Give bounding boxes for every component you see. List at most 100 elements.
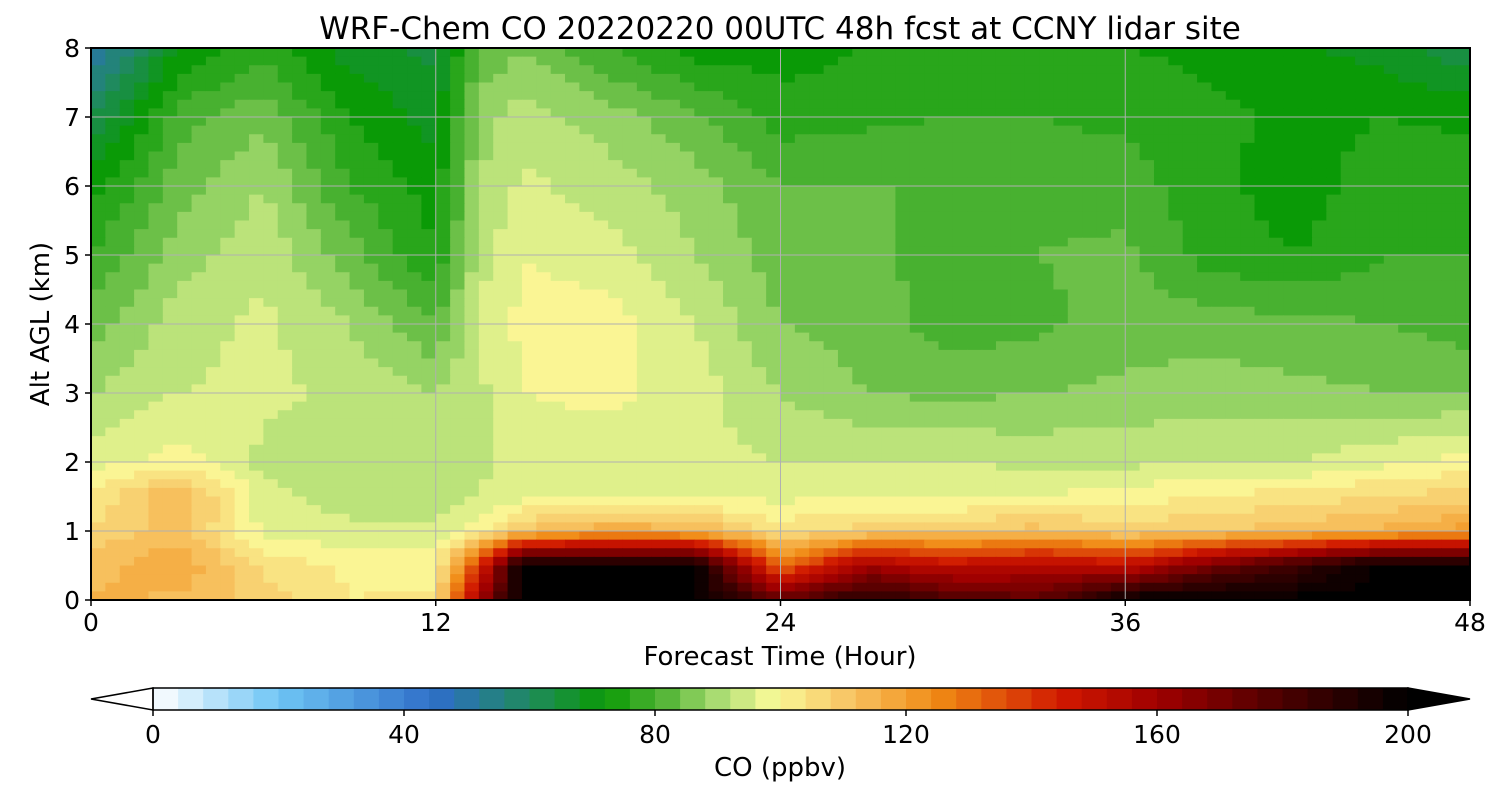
heat-cell xyxy=(823,479,839,489)
heat-cell xyxy=(1369,151,1385,161)
heat-cell xyxy=(622,315,638,325)
heat-cell xyxy=(981,349,997,360)
heat-cell xyxy=(995,56,1011,66)
heat-cell xyxy=(837,99,853,109)
heat-cell xyxy=(852,332,868,342)
heat-cell xyxy=(967,410,983,420)
heat-cell xyxy=(134,384,150,394)
heat-cell xyxy=(823,246,839,256)
heat-cell xyxy=(1225,117,1241,127)
heat-cell xyxy=(1426,65,1442,75)
heat-cell xyxy=(1412,125,1428,135)
heat-cell xyxy=(493,99,509,109)
heat-cell xyxy=(1139,375,1155,385)
heat-cell xyxy=(464,108,480,118)
heat-cell xyxy=(450,479,466,489)
heat-cell xyxy=(565,168,580,178)
heat-cell xyxy=(1268,142,1284,153)
heat-cell xyxy=(550,246,566,256)
heat-cell xyxy=(249,479,264,489)
heat-cell xyxy=(234,186,250,196)
heat-cell xyxy=(507,108,523,118)
heat-cell xyxy=(378,65,394,75)
heat-cell xyxy=(1125,280,1141,291)
heat-cell xyxy=(464,349,480,360)
heat-cell xyxy=(794,487,810,498)
heat-cell xyxy=(967,151,983,161)
heat-cell xyxy=(148,332,164,342)
heat-cell xyxy=(895,272,911,282)
heat-cell xyxy=(162,324,178,334)
heat-cell xyxy=(292,487,308,498)
heat-cell xyxy=(450,470,466,480)
heat-cell xyxy=(1441,436,1457,446)
heat-cell xyxy=(837,125,853,135)
heat-cell xyxy=(1340,349,1356,360)
heat-cell xyxy=(1182,203,1198,213)
heat-cell xyxy=(277,272,293,282)
heat-cell xyxy=(1355,358,1371,368)
heat-cell xyxy=(608,91,624,101)
heat-cell xyxy=(177,410,193,420)
heat-cell xyxy=(909,427,925,437)
heat-cell xyxy=(119,324,135,334)
heat-cell xyxy=(1355,82,1371,92)
heat-cell xyxy=(521,117,537,127)
heat-cell xyxy=(1383,177,1399,187)
heat-cell xyxy=(565,280,580,291)
heat-cell xyxy=(335,375,351,385)
heat-cell xyxy=(234,410,250,420)
heat-cell xyxy=(1182,367,1198,377)
heat-cell xyxy=(938,401,954,411)
heat-cell xyxy=(967,479,983,489)
heat-cell xyxy=(292,117,308,127)
heat-cell xyxy=(794,211,810,222)
heat-cell xyxy=(1340,358,1356,368)
heat-cell xyxy=(1225,384,1241,394)
heat-cell xyxy=(737,125,753,135)
heat-cell xyxy=(837,186,853,196)
heat-cell xyxy=(723,349,738,360)
heat-cell xyxy=(780,108,796,118)
heat-cell xyxy=(450,341,466,351)
heat-cell xyxy=(852,341,868,351)
heat-cell xyxy=(162,436,178,446)
heat-cell xyxy=(1024,280,1040,291)
heat-cell xyxy=(794,125,810,135)
heat-cell xyxy=(450,462,466,472)
heat-cell xyxy=(1168,134,1184,144)
heat-cell xyxy=(105,367,121,377)
heat-cell xyxy=(1168,211,1184,222)
heat-cell xyxy=(392,82,408,92)
heat-cell xyxy=(407,160,422,170)
heat-cell xyxy=(507,358,523,368)
heat-cell xyxy=(177,48,193,58)
heat-cell xyxy=(565,401,580,411)
heat-cell xyxy=(823,462,839,472)
heat-cell xyxy=(349,280,365,291)
heat-cell xyxy=(1053,237,1069,247)
heat-cell xyxy=(794,99,810,109)
heat-cell xyxy=(536,332,552,342)
heat-cell xyxy=(1211,410,1227,420)
heat-cell xyxy=(191,125,207,135)
heat-cell xyxy=(363,272,379,282)
heat-cell xyxy=(1082,229,1098,239)
heat-cell xyxy=(579,151,595,161)
heat-cell xyxy=(277,349,293,360)
heat-cell xyxy=(651,272,667,282)
heat-cell xyxy=(1182,470,1198,480)
heat-cell xyxy=(464,444,480,454)
heat-cell xyxy=(1153,246,1169,256)
heat-cell xyxy=(565,48,580,58)
heat-cell xyxy=(895,444,911,454)
heat-cell xyxy=(1110,470,1126,480)
heat-cell xyxy=(924,91,940,101)
heat-cell xyxy=(507,99,523,109)
heat-cell xyxy=(794,444,810,454)
heat-cell xyxy=(1326,99,1342,109)
heat-cell xyxy=(363,479,379,489)
heat-cell xyxy=(837,194,853,204)
heat-cell xyxy=(1355,134,1371,144)
heat-cell xyxy=(435,134,451,144)
